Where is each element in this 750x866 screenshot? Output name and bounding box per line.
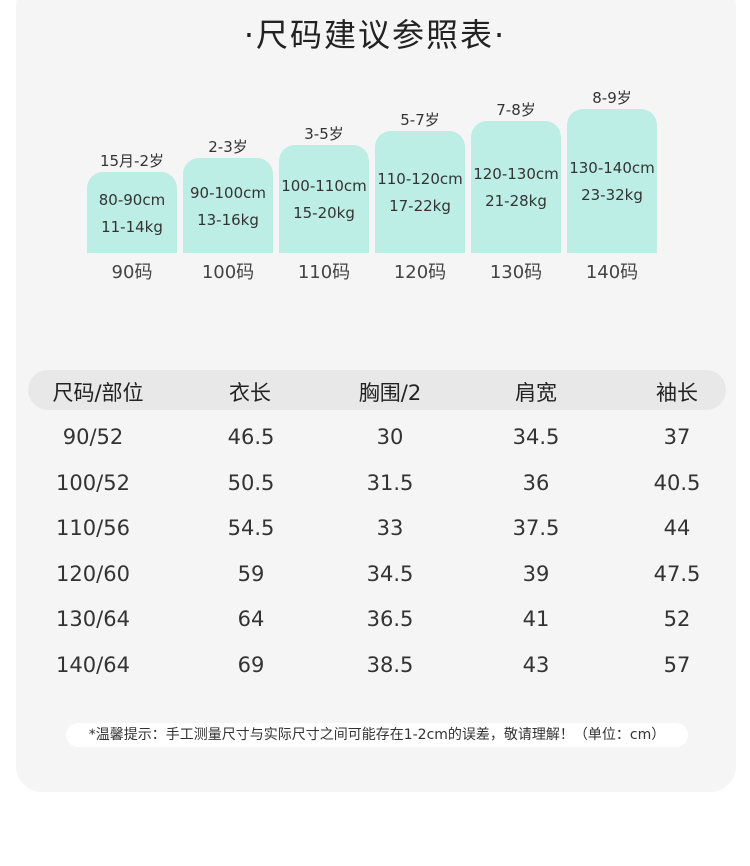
table-cell: 100/52 xyxy=(56,471,130,495)
header-chest: 胸围/2 xyxy=(358,381,422,405)
size-column: 7-8岁 120-130cm 21-28kg 130码 xyxy=(471,0,561,300)
size-column: 15月-2岁 80-90cm 11-14kg 90码 xyxy=(87,0,177,300)
table-cell: 44 xyxy=(663,516,691,540)
table-cell: 57 xyxy=(663,653,691,677)
age-label: 15月-2岁 xyxy=(99,152,165,170)
table-row: 110/56 54.5 33 37.5 44 xyxy=(0,516,750,556)
table-cell: 50.5 xyxy=(227,471,275,495)
table-header: 尺码/部位 衣长 胸围/2 肩宽 袖长 xyxy=(28,370,726,410)
height-range: 130-140cm xyxy=(569,159,655,177)
size-column: 3-5岁 100-110cm 15-20kg 110码 xyxy=(279,0,369,300)
table-cell: 140/64 xyxy=(56,653,130,677)
table-cell: 39 xyxy=(522,562,550,586)
weight-range: 21-28kg xyxy=(485,192,547,210)
weight-range: 15-20kg xyxy=(293,204,355,222)
table-cell: 40.5 xyxy=(653,471,701,495)
table-cell: 34.5 xyxy=(512,425,560,449)
table-row: 130/64 64 36.5 41 52 xyxy=(0,607,750,647)
table-cell: 43 xyxy=(522,653,550,677)
size-code: 130码 xyxy=(489,262,543,283)
weight-range: 17-22kg xyxy=(389,197,451,215)
size-guide-chart: 15月-2岁 80-90cm 11-14kg 90码 2-3岁 90-100cm 13-16… xyxy=(0,0,750,300)
height-range: 100-110cm xyxy=(281,177,367,195)
weight-range: 11-14kg xyxy=(101,217,163,236)
table-cell: 33 xyxy=(376,516,404,540)
page-title: ·尺码建议参照表· xyxy=(243,16,507,54)
table-cell: 90/52 xyxy=(62,425,124,449)
table-cell: 34.5 xyxy=(366,562,414,586)
height-range: 120-130cm xyxy=(473,165,559,183)
size-code: 120码 xyxy=(393,262,447,283)
height-range: 90-100cm xyxy=(190,183,266,202)
table-row: 90/52 46.5 30 34.5 37 xyxy=(0,425,750,465)
weight-range: 13-16kg xyxy=(197,210,259,229)
table-cell: 31.5 xyxy=(366,471,414,495)
header-size: 尺码/部位 xyxy=(52,381,144,405)
table-cell: 52 xyxy=(663,607,691,631)
size-code: 140码 xyxy=(585,262,639,283)
size-bar: 120-130cm 21-28kg xyxy=(471,121,561,253)
age-label: 8-9岁 xyxy=(592,89,632,107)
table-cell: 36.5 xyxy=(366,607,414,631)
size-code: 100码 xyxy=(201,262,255,283)
header-shoulder: 肩宽 xyxy=(515,381,557,405)
table-cell: 69 xyxy=(237,653,265,677)
table-cell: 64 xyxy=(237,607,265,631)
table-cell: 37.5 xyxy=(512,516,560,540)
size-bar: 130-140cm 23-32kg xyxy=(567,109,657,253)
table-cell: 41 xyxy=(522,607,550,631)
table-cell: 54.5 xyxy=(227,516,275,540)
table-row: 140/64 69 38.5 43 57 xyxy=(0,653,750,693)
table-cell: 36 xyxy=(522,471,550,495)
table-cell: 130/64 xyxy=(56,607,130,631)
age-label: 7-8岁 xyxy=(496,101,536,119)
size-bar: 90-100cm 13-16kg xyxy=(183,158,273,253)
age-label: 5-7岁 xyxy=(400,111,440,129)
height-range: 110-120cm xyxy=(377,170,463,188)
age-label: 3-5岁 xyxy=(304,125,344,143)
table-cell: 120/60 xyxy=(56,562,130,586)
table-cell: 30 xyxy=(376,425,404,449)
tip-note: *温馨提示：手工测量尺寸与实际尺寸之间可能存在1-2cm的误差，敬请理解！（单位… xyxy=(66,723,688,747)
size-bar: 100-110cm 15-20kg xyxy=(279,145,369,253)
table-row: 120/60 59 34.5 39 47.5 xyxy=(0,562,750,602)
size-column: 2-3岁 90-100cm 13-16kg 100码 xyxy=(183,0,273,300)
size-column: 8-9岁 130-140cm 23-32kg 140码 xyxy=(567,0,657,300)
table-row: 100/52 50.5 31.5 36 40.5 xyxy=(0,471,750,511)
table-cell: 59 xyxy=(237,562,265,586)
size-bar: 110-120cm 17-22kg xyxy=(375,131,465,253)
header-length: 衣长 xyxy=(229,381,271,405)
table-cell: 38.5 xyxy=(366,653,414,677)
table-cell: 37 xyxy=(663,425,691,449)
table-cell: 47.5 xyxy=(653,562,701,586)
weight-range: 23-32kg xyxy=(581,186,643,204)
size-code: 90码 xyxy=(111,262,153,283)
size-code: 110码 xyxy=(297,262,351,283)
size-column: 5-7岁 110-120cm 17-22kg 120码 xyxy=(375,0,465,300)
size-bar: 80-90cm 11-14kg xyxy=(87,172,177,253)
header-sleeve: 袖长 xyxy=(656,381,698,405)
age-label: 2-3岁 xyxy=(208,138,248,156)
height-range: 80-90cm xyxy=(98,190,166,209)
table-cell: 110/56 xyxy=(56,516,130,540)
table-cell: 46.5 xyxy=(227,425,275,449)
